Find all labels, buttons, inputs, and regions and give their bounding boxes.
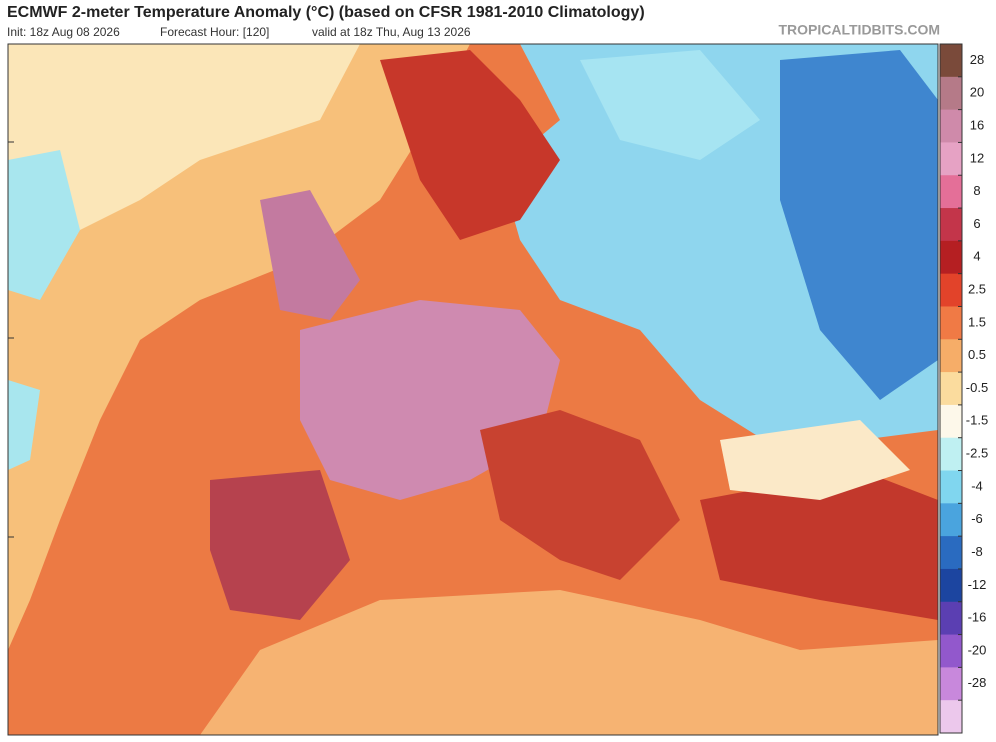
colorbar-label: -20	[968, 642, 987, 657]
colorbar-frame	[939, 43, 963, 734]
colorbar-segment	[940, 109, 962, 143]
colorbar-label: 1.5	[968, 314, 986, 329]
colorbar-label: 4	[973, 249, 980, 264]
colorbar-label: -1.5	[966, 413, 988, 428]
colorbar-label: -6	[971, 511, 983, 526]
colorbar-segment	[940, 306, 962, 340]
colorbar-label: 28	[970, 52, 984, 67]
colorbar-segment	[940, 634, 962, 668]
colorbar-segment	[940, 339, 962, 373]
colorbar-label: 12	[970, 150, 984, 165]
colorbar-label: 2.5	[968, 282, 986, 297]
colorbar-segment	[940, 404, 962, 439]
brand: TROPICALTIDBITS.COM	[778, 22, 940, 38]
colorbar-segment	[940, 503, 962, 537]
colorbar-segment	[940, 372, 962, 406]
colorbar-label: 6	[973, 216, 980, 231]
colorbar-label: -8	[971, 544, 983, 559]
colorbar-segment	[940, 700, 962, 734]
colorbar-segment	[940, 568, 962, 603]
colorbar-label: 16	[970, 117, 984, 132]
map	[7, 43, 939, 736]
colorbar-label: 20	[970, 85, 984, 100]
colorbar-segment	[940, 667, 962, 701]
colorbar-label: -2.5	[966, 446, 988, 461]
colorbar-label: -16	[968, 610, 987, 625]
colorbar-segment	[940, 273, 962, 307]
colorbar-segment	[940, 76, 962, 111]
colorbar-label: -12	[968, 577, 987, 592]
colorbar-segment	[940, 175, 962, 209]
colorbar-segment	[940, 470, 962, 504]
colorbar-segment	[940, 240, 962, 275]
colorbar-label: 0.5	[968, 347, 986, 362]
colorbar-label: -4	[971, 478, 983, 493]
colorbar-label: -28	[968, 675, 987, 690]
colorbar-segment	[940, 44, 962, 78]
colorbar-segment	[940, 601, 962, 636]
colorbar-segment	[940, 536, 962, 570]
colorbar-label: 8	[973, 183, 980, 198]
valid-time: valid at 18z Thu, Aug 13 2026	[312, 25, 471, 39]
title: ECMWF 2-meter Temperature Anomaly (°C) (…	[7, 4, 645, 21]
init: Init: 18z Aug 08 2026	[7, 25, 120, 39]
colorbar-label: -0.5	[966, 380, 988, 395]
colorbar-segment	[940, 142, 962, 176]
colorbar-segment	[940, 437, 962, 472]
forecast-hour: Forecast Hour: [120]	[160, 25, 269, 39]
colorbar: 28 20 16 12 8 6 4 2.5 1.5 0.5 -0.5 -1.5 -2.5 -4 -6 -8 -1…	[939, 43, 988, 734]
colorbar-segment	[940, 208, 962, 242]
